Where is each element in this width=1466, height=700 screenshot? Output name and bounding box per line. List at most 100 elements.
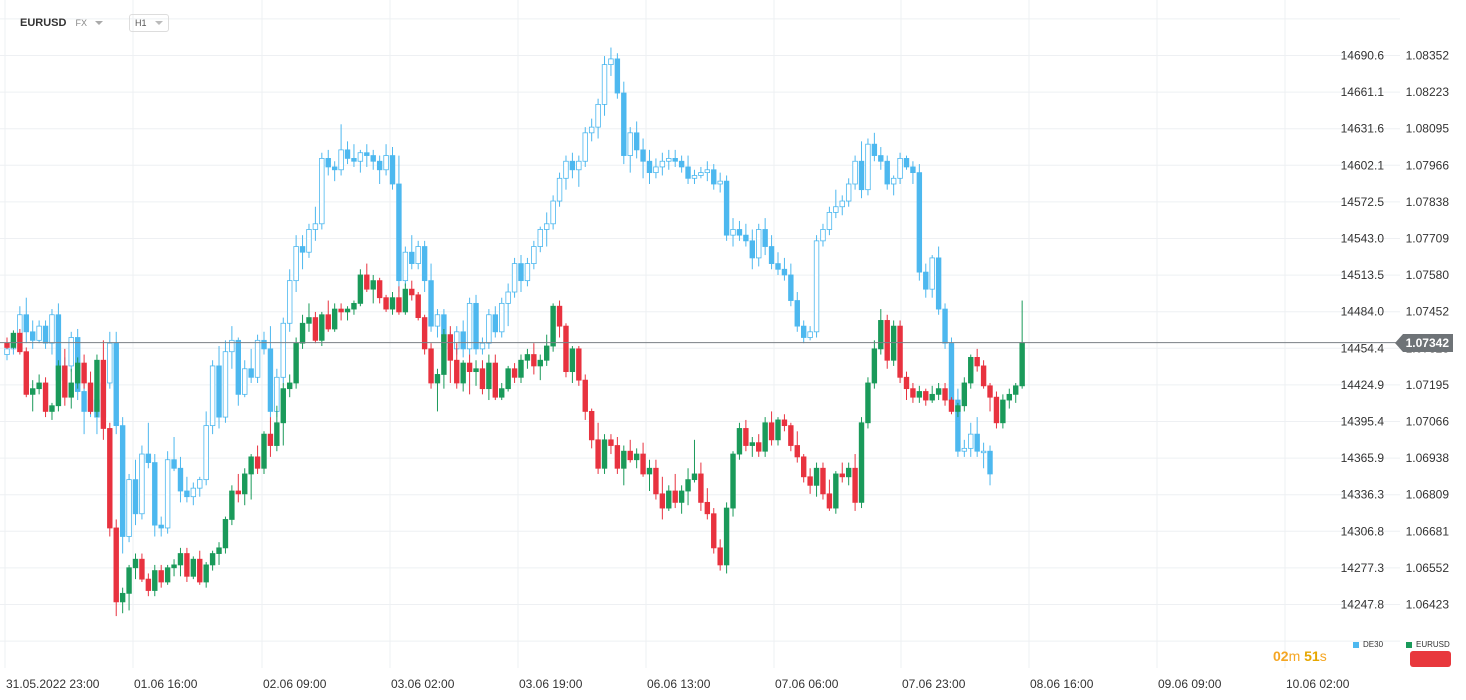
candle-body [730,229,736,236]
candle [428,263,434,332]
candle [499,382,505,401]
candle [421,240,428,293]
candle-body [614,58,621,94]
sell-button[interactable] [1410,651,1451,667]
candle [177,456,184,503]
candle [608,47,614,76]
candle-body [473,368,479,373]
candle-body [801,456,807,478]
candle [833,471,839,514]
candle [582,374,588,420]
candle [929,255,935,298]
candle [839,462,845,483]
candle-body [190,558,197,577]
symbol-selector[interactable]: EURUSD FX [20,14,103,32]
candle [935,246,942,315]
candle [672,473,678,509]
candle-body [537,229,543,247]
candle-body [980,450,987,454]
timeframe-selector[interactable]: H1 [129,14,169,32]
candle-body [987,385,993,398]
candle [890,175,897,196]
candle [813,462,820,497]
candle [23,297,29,344]
candle [775,252,781,275]
candle [781,414,788,432]
candle [152,454,158,537]
candle-body [897,158,903,179]
candle-body [890,177,897,185]
candle [466,354,473,395]
candle [357,269,364,307]
candle [756,223,762,267]
candle-body [132,558,139,569]
candle [858,141,865,199]
candle [409,280,415,301]
timer-sec-unit: s [1319,648,1327,664]
candle-body [788,425,794,446]
candle-body [42,325,49,344]
candle-body [331,166,338,171]
candle-body [839,200,845,208]
candle [550,303,556,352]
candle [563,323,569,378]
candle [4,337,10,349]
candle [293,337,299,389]
candle [826,479,833,511]
candle-body [730,453,736,509]
candle-body [396,297,402,313]
candle [762,218,768,256]
candle-body [685,479,691,492]
candle [364,144,370,167]
candle [74,357,81,389]
candle-body [235,490,241,495]
candle [306,223,312,258]
candle-body [627,450,633,461]
candle-body [781,268,788,276]
candle-body [10,332,17,348]
candle [929,385,935,403]
candle-body [672,490,678,503]
candle [49,402,55,420]
candle-body [119,592,126,603]
candle-body [762,229,768,247]
candle [845,462,852,486]
candle [845,178,852,207]
candle [595,422,601,474]
candle-body [164,567,171,583]
right-tick-label: 1.07195 [1406,378,1450,392]
candle-body [364,152,370,156]
candle-body [923,391,929,401]
candle-body [94,359,100,412]
candle-body [466,302,473,350]
candle [190,482,197,506]
candle-body [582,379,588,412]
candle [588,408,595,449]
candle [107,422,113,537]
candle [576,155,582,187]
candle-body [107,428,113,529]
candle-body [505,368,511,390]
candle-body [338,149,344,171]
time-tick-label: 09.06 09:00 [1158,677,1222,691]
candle-body [23,314,29,333]
candle [980,360,987,389]
candle [351,300,357,315]
candle-body [286,382,293,390]
current-price-tag: 1.07342 [1395,334,1453,352]
candle-body [434,374,441,384]
candle-body [537,359,543,367]
candle-body [968,433,974,449]
candle-body [389,297,396,310]
candle-body [813,467,820,486]
candle [698,166,704,179]
candle [229,326,235,369]
candle [203,562,209,588]
candle-body [55,365,62,407]
candle-body [691,175,698,179]
right-tick-label: 1.07066 [1406,415,1450,429]
candle-body [633,132,640,151]
candle-body [81,362,87,384]
candle-body [479,368,486,390]
